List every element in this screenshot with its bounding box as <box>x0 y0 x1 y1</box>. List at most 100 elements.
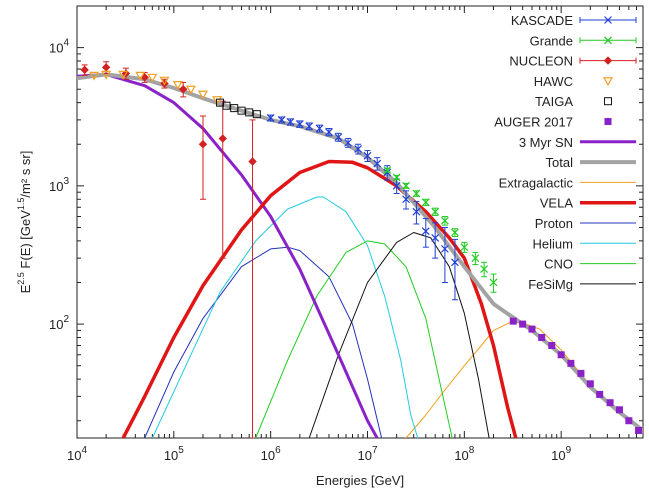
data-point-auger-2017 <box>606 399 614 407</box>
data-point-kascade <box>277 115 286 124</box>
legend-label: 3 Myr SN <box>519 135 573 150</box>
y-tick-label-exp: 2 <box>63 314 69 325</box>
data-point-taiga <box>252 110 261 119</box>
y-tick-label: 103 <box>49 176 69 194</box>
x-tick-label-base: 10 <box>164 448 178 463</box>
legend-item-fesimg: FeSiMg <box>528 277 636 292</box>
data-point-auger-2017 <box>586 380 594 388</box>
data-point-grande <box>480 265 489 274</box>
legend-label: AUGER 2017 <box>494 115 573 130</box>
series-hawc <box>89 70 223 105</box>
legend-label: NUCLEON <box>509 54 573 69</box>
x-tick-label-exp: 9 <box>566 445 572 456</box>
legend-label: Grande <box>530 33 573 48</box>
data-point-auger-2017 <box>577 369 585 377</box>
data-point-nucleon <box>218 134 227 143</box>
data-point-grande <box>460 243 469 252</box>
x-tick-label-base: 10 <box>357 448 371 463</box>
legend-label: Extragalactic <box>499 175 574 190</box>
data-point-kascade <box>266 114 275 122</box>
data-point-auger-2017 <box>548 342 556 350</box>
legend-label: KASCADE <box>511 13 573 28</box>
data-point-kascade <box>286 118 295 126</box>
legend-item-total: Total <box>546 155 636 170</box>
x-tick-label-exp: 7 <box>372 445 378 456</box>
legend-item-helium: Helium <box>533 236 636 251</box>
data-point-kascade <box>354 144 363 153</box>
series-helium <box>151 196 419 438</box>
legend-label: Helium <box>533 236 573 251</box>
series-line-3-myr-sn <box>77 72 379 438</box>
legend-label: CNO <box>544 257 573 272</box>
data-point-auger-2017 <box>596 390 604 398</box>
y-axis-label-exp2: 1.5 <box>16 198 26 211</box>
series-3-myr-sn <box>77 72 379 438</box>
series-auger-2017 <box>509 317 643 434</box>
data-point-auger-2017 <box>635 426 643 434</box>
data-point-auger-2017 <box>509 317 517 325</box>
data-point-auger-2017 <box>615 406 623 414</box>
data-point-hawc <box>118 70 129 80</box>
x-tick-label: 107 <box>357 445 377 463</box>
data-point-grande <box>451 228 459 237</box>
plot-area <box>77 61 643 438</box>
x-tick-label: 104 <box>67 445 87 463</box>
legend-item-kascade: KASCADE <box>511 13 637 28</box>
y-tick-label-base: 10 <box>49 179 63 194</box>
data-point-nucleon <box>179 85 188 94</box>
x-tick-label: 108 <box>454 445 474 463</box>
data-point-kascade <box>451 258 459 267</box>
data-point-hawc <box>147 73 158 83</box>
x-tick-label-base: 10 <box>551 448 565 463</box>
data-point-taiga <box>222 101 231 110</box>
series-line-total <box>77 72 643 433</box>
data-point-grande <box>471 254 480 263</box>
data-point-kascade <box>412 207 421 216</box>
series-kascade <box>266 114 459 301</box>
series-total <box>77 72 643 433</box>
y-tick-label: 104 <box>49 38 69 56</box>
data-point-kascade <box>305 122 314 131</box>
x-axis-label: Energies [GeV] <box>316 473 404 488</box>
series-line-helium <box>151 196 419 438</box>
x-tick-label-exp: 5 <box>178 445 184 456</box>
y-tick-label: 102 <box>49 314 69 332</box>
y-axis-label-base: E <box>18 284 33 293</box>
x-tick-label-base: 10 <box>454 448 468 463</box>
data-point-kascade <box>440 244 449 253</box>
y-tick-label-exp: 3 <box>63 176 69 187</box>
series-fesimg <box>308 232 490 438</box>
legend-label: HAWC <box>534 74 573 89</box>
data-point-nucleon <box>198 140 208 149</box>
data-point-nucleon <box>248 157 257 166</box>
x-tick-label: 105 <box>164 445 184 463</box>
data-point-hawc <box>212 96 223 105</box>
data-point-grande <box>383 166 392 175</box>
data-point-kascade <box>325 128 333 136</box>
y-tick-label-exp: 4 <box>63 38 69 49</box>
data-point-kascade <box>392 181 401 190</box>
legend-item-auger-2017: AUGER 2017 <box>494 115 612 130</box>
data-point-nucleon <box>80 65 89 75</box>
data-point-hawc <box>197 90 209 100</box>
data-point-grande <box>392 173 401 182</box>
data-point-kascade <box>315 124 324 133</box>
data-point-hawc <box>101 70 112 80</box>
series-line-vela <box>121 159 518 438</box>
data-point-hawc <box>159 76 170 86</box>
data-point-auger-2017 <box>625 417 633 425</box>
legend-marker <box>604 36 612 45</box>
data-point-grande <box>489 278 498 287</box>
data-point-hawc <box>172 81 183 90</box>
y-tick-label-base: 10 <box>49 317 63 332</box>
x-tick-label-exp: 8 <box>469 445 475 456</box>
series-grande <box>383 166 498 293</box>
legend-item-taiga: TAIGA <box>535 94 612 109</box>
data-point-grande <box>431 207 440 216</box>
data-point-hawc <box>185 85 196 95</box>
y-axis-label-exp: 2.5 <box>16 272 26 285</box>
data-point-grande <box>402 181 410 190</box>
legend-marker <box>604 16 612 24</box>
plot-frame <box>76 5 644 439</box>
